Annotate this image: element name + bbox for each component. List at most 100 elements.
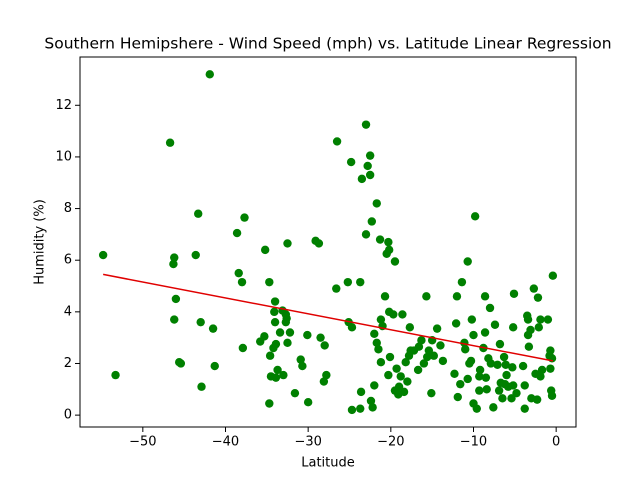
scatter-point	[438, 356, 448, 366]
scatter-point	[429, 351, 439, 360]
scatter-point	[518, 361, 528, 371]
scatter-point	[384, 237, 393, 247]
scatter-point	[508, 323, 518, 332]
scatter-point	[271, 373, 281, 382]
scatter-point	[370, 329, 379, 338]
scatter-point	[451, 319, 461, 328]
scatter-point	[534, 323, 543, 332]
scatter-point	[283, 239, 292, 248]
x-tick-label: −30	[294, 435, 321, 450]
axes-frame	[79, 56, 577, 428]
scatter-point	[546, 364, 555, 373]
scatter-point	[392, 364, 401, 373]
scatter-point	[322, 370, 331, 380]
x-axis-label: Latitude	[301, 456, 355, 471]
scatter-point	[372, 338, 381, 348]
scatter-point	[472, 404, 481, 413]
scatter-point	[298, 361, 307, 371]
scatter-point	[390, 257, 400, 266]
scatter-point	[285, 328, 295, 337]
scatter-point	[499, 352, 509, 362]
scatter-point	[361, 230, 371, 239]
scatter-point	[290, 388, 300, 398]
y-tick-label: 8	[64, 201, 72, 216]
scatter-point	[414, 342, 424, 351]
scatter-point	[270, 297, 280, 306]
scatter-point	[375, 235, 385, 244]
scatter-point	[475, 386, 484, 395]
scatter-point	[398, 310, 407, 319]
scatter-point	[347, 405, 357, 415]
scatter-point	[463, 374, 472, 384]
scatter-point	[536, 315, 545, 324]
scatter-point	[265, 399, 274, 408]
scatter-point	[320, 341, 329, 350]
scatter-point	[370, 381, 379, 390]
scatter-point	[520, 404, 529, 413]
scatter-point	[194, 209, 203, 218]
scatter-point	[399, 387, 409, 397]
y-tick-label: 10	[55, 149, 72, 164]
scatter-point	[523, 315, 533, 324]
scatter-point	[205, 70, 214, 79]
scatter-point	[332, 137, 342, 146]
scatter-point	[509, 289, 519, 298]
scatter-point	[436, 341, 445, 350]
scatter-point	[240, 213, 249, 222]
scatter-point	[332, 284, 341, 293]
scatter-point	[368, 403, 377, 412]
scatter-point	[232, 228, 242, 238]
scatter-point	[413, 365, 423, 375]
scatter-point	[191, 250, 200, 260]
scatter-point	[450, 369, 459, 379]
scatter-point	[453, 392, 462, 402]
scatter-point	[485, 303, 495, 313]
scatter-point	[237, 277, 247, 287]
scatter-point	[480, 328, 490, 337]
scatter-point	[356, 277, 365, 287]
regression-line	[103, 273, 553, 362]
scatter-point	[452, 292, 462, 301]
scatter-point	[374, 345, 383, 354]
scatter-point	[432, 324, 442, 333]
scatter-point	[111, 370, 120, 380]
scatter-point	[403, 377, 412, 386]
scatter-point	[357, 174, 367, 184]
scatter-point	[498, 394, 507, 403]
scatter-point	[537, 365, 547, 375]
scatter-point	[548, 271, 558, 280]
scatter-point	[536, 372, 545, 381]
scatter-point	[508, 381, 518, 390]
scatter-point	[427, 388, 436, 398]
x-tick-label: −50	[129, 435, 156, 450]
scatter-point	[401, 357, 410, 367]
x-tick-label: −20	[377, 435, 404, 450]
scatter-point	[346, 157, 356, 167]
scatter-point	[303, 398, 313, 407]
scatter-point	[463, 257, 472, 266]
scatter-point	[260, 332, 269, 341]
scatter-point	[495, 339, 505, 349]
scatter-point	[380, 292, 390, 301]
scatter-point	[405, 323, 415, 332]
y-tick-label: 12	[55, 98, 72, 113]
scatter-point	[356, 387, 366, 397]
scatter-point	[171, 294, 181, 304]
scatter-point	[526, 325, 535, 335]
scatter-point	[384, 370, 393, 380]
scatter-point	[493, 360, 502, 369]
y-tick-label: 4	[64, 304, 72, 319]
scatter-point	[423, 352, 432, 362]
scatter-point	[529, 284, 539, 293]
scatter-point	[457, 277, 467, 287]
scatter-point	[363, 161, 372, 171]
scatter-point	[238, 343, 248, 353]
scatter-point	[396, 372, 405, 381]
scatter-point	[365, 151, 375, 160]
scatter-point	[372, 199, 381, 208]
scatter-point	[314, 239, 324, 248]
scatter-point	[367, 217, 377, 226]
scatter-point	[303, 330, 312, 340]
scatter-point	[165, 138, 175, 147]
